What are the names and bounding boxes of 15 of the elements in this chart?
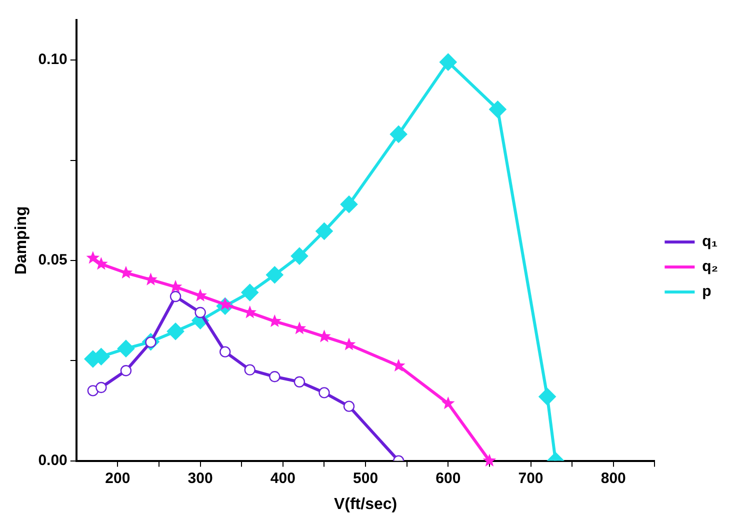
legend-label: q₁ — [702, 233, 718, 250]
legend-label: q₂ — [702, 258, 718, 276]
y-axis-title: Damping — [13, 206, 30, 275]
y-tick-label: 0.00 — [38, 452, 68, 469]
x-tick-label: 600 — [436, 470, 461, 487]
x-tick-label: 800 — [600, 470, 626, 487]
x-tick-label: 400 — [270, 470, 296, 487]
x-tick-label: 300 — [188, 470, 213, 487]
legend-label: p — [702, 283, 712, 300]
x-axis-title: V(ft/sec) — [334, 496, 398, 513]
y-tick-label: 0.05 — [38, 252, 68, 269]
x-tick-label: 200 — [105, 470, 130, 487]
y-tick-label: 0.10 — [38, 51, 68, 68]
x-tick-label: 700 — [518, 470, 544, 487]
x-tick-label: 500 — [353, 470, 378, 487]
